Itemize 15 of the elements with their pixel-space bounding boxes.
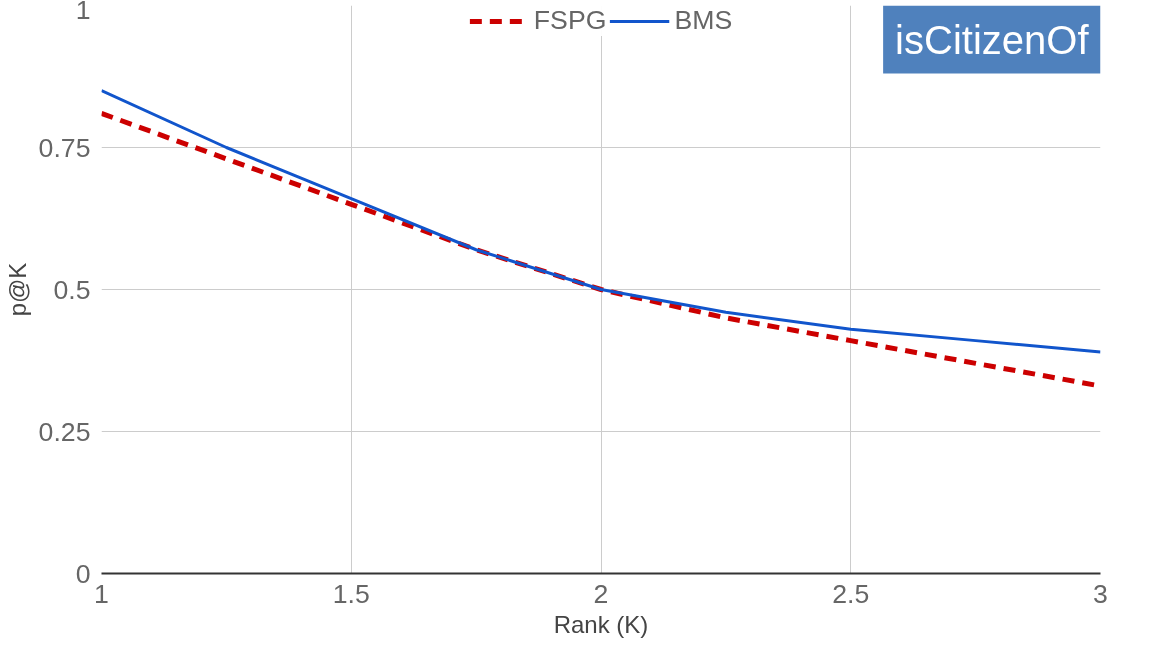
y-axis-title: p@K [3,262,31,317]
x-tick-label: 1.5 [332,578,370,609]
legend-label: FSPG [533,5,607,36]
y-tick-label: 0.75 [38,132,91,163]
x-tick-label: 3 [1093,578,1108,609]
y-tick-label: 0.25 [38,416,91,447]
y-tick-label: 0 [75,558,91,589]
legend-label: BMS [674,5,733,36]
y-tick-label: 0.5 [53,274,91,305]
annotation: isCitizenOf [895,17,1090,62]
x-tick-label: 2 [593,578,609,609]
x-tick-label: 2.5 [832,578,870,609]
x-axis-title: Rank (K) [553,610,649,638]
y-tick-label: 1 [75,0,91,25]
line-series [101,89,1101,354]
